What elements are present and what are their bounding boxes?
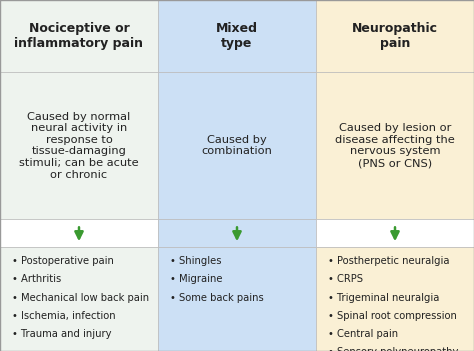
FancyBboxPatch shape (0, 0, 158, 72)
Text: Caused by
combination: Caused by combination (201, 135, 273, 157)
Text: • Some back pains: • Some back pains (170, 293, 264, 303)
FancyBboxPatch shape (158, 219, 316, 247)
Text: • Ischemia, infection: • Ischemia, infection (12, 311, 116, 321)
Text: Neuropathic
pain: Neuropathic pain (352, 22, 438, 50)
Text: • Trigeminal neuralgia: • Trigeminal neuralgia (328, 293, 439, 303)
Text: Nociceptive or
inflammatory pain: Nociceptive or inflammatory pain (15, 22, 144, 50)
FancyBboxPatch shape (0, 219, 158, 247)
Text: • Migraine: • Migraine (170, 274, 222, 284)
FancyBboxPatch shape (316, 72, 474, 219)
FancyBboxPatch shape (158, 0, 316, 72)
FancyBboxPatch shape (316, 0, 474, 72)
Text: • Postoperative pain: • Postoperative pain (12, 256, 114, 266)
Text: • Shingles: • Shingles (170, 256, 221, 266)
Text: Caused by normal
neural activity in
response to
tissue-damaging
stimuli; can be : Caused by normal neural activity in resp… (19, 112, 139, 180)
FancyBboxPatch shape (158, 247, 316, 351)
Text: Caused by lesion or
disease affecting the
nervous system
(PNS or CNS): Caused by lesion or disease affecting th… (335, 123, 455, 168)
Text: • CRPS: • CRPS (328, 274, 363, 284)
Text: • Sensory polyneuropathy
   (e.g., diabetic, HIV): • Sensory polyneuropathy (e.g., diabetic… (328, 347, 458, 351)
Text: • Central pain: • Central pain (328, 329, 398, 339)
Text: • Trauma and injury: • Trauma and injury (12, 329, 111, 339)
Text: • Postherpetic neuralgia: • Postherpetic neuralgia (328, 256, 449, 266)
Text: • Arthritis: • Arthritis (12, 274, 61, 284)
FancyBboxPatch shape (316, 247, 474, 351)
FancyBboxPatch shape (316, 219, 474, 247)
FancyBboxPatch shape (0, 72, 158, 219)
FancyBboxPatch shape (158, 72, 316, 219)
FancyBboxPatch shape (0, 247, 158, 351)
Text: Mixed
type: Mixed type (216, 22, 258, 50)
Text: • Mechanical low back pain: • Mechanical low back pain (12, 293, 149, 303)
Text: • Spinal root compression: • Spinal root compression (328, 311, 457, 321)
